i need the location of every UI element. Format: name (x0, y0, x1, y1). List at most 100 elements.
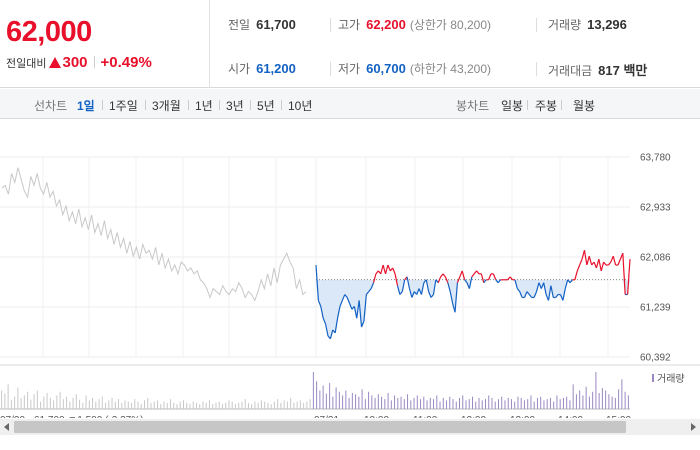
price-segment (600, 261, 605, 272)
price-segment (408, 288, 413, 298)
change-rate: +0.49% (100, 54, 152, 71)
y-axis: 63,780 62,933 62,086 61,239 60,392 (640, 153, 671, 364)
price-segment (468, 276, 473, 289)
x-axis: 07/20 07/21 10:00 11:00 12:00 13:00 14:00 15:0… (0, 415, 631, 418)
price-segment (581, 250, 586, 260)
tab-period-3m[interactable]: 3개월 (152, 99, 181, 113)
price-segment (356, 300, 360, 319)
price-segment (384, 264, 389, 275)
price-segment (365, 291, 370, 295)
divider (281, 100, 282, 110)
price-segment (353, 306, 358, 319)
price-segment (538, 282, 542, 289)
x-tick-label: 15:00 (606, 415, 631, 418)
price-segment (476, 270, 480, 275)
tab-period-1w[interactable]: 1주일 (109, 99, 138, 113)
tab-period-1d[interactable]: 1일 (77, 99, 95, 113)
volume-legend-swatch (652, 374, 654, 382)
price-segment (442, 273, 446, 278)
price-segment (576, 264, 581, 272)
stat-label: 거래대금 (548, 64, 593, 78)
divider (561, 100, 562, 110)
volume-bars: 거래량 (1, 372, 685, 409)
upper-limit: (상한가 80,200) (409, 18, 492, 32)
price-segment (607, 261, 612, 266)
tab-period-1y[interactable]: 1년 (195, 99, 213, 113)
price-segment (612, 256, 617, 266)
price-segment (507, 276, 511, 281)
tab-period-5y[interactable]: 5년 (257, 99, 275, 113)
price-segment (617, 258, 621, 266)
change-amount: 300 (62, 54, 88, 71)
price-segment (324, 323, 329, 336)
price-segment (579, 258, 583, 266)
divider (145, 100, 146, 110)
scrollbar-thumb[interactable] (14, 421, 626, 433)
price-segment (396, 285, 401, 295)
price-segment (322, 317, 327, 325)
price-segment (344, 294, 348, 298)
chart-scrollbar[interactable] (0, 419, 700, 435)
price-segment (447, 282, 451, 292)
price-segment (360, 320, 365, 328)
stat-label: 시가 (228, 62, 251, 76)
price-segment (387, 264, 391, 272)
stat-value: 61,700 (256, 17, 296, 32)
price-segment (555, 294, 559, 298)
x-tick-label: 10:00 (364, 415, 389, 418)
price-segment (543, 282, 547, 295)
stat-high: 고가 62,200 (상한가 80,200) (338, 16, 491, 33)
tab-period-10y[interactable]: 10년 (288, 99, 313, 113)
x-tick-label: 07/21 (314, 415, 339, 418)
stat-value: 62,200 (366, 17, 406, 32)
divider (330, 62, 331, 76)
price-chart: 63,780 62,933 62,086 61,239 60,392 거래량 07/20… (0, 153, 700, 418)
price-segment (610, 255, 614, 263)
change-line: 전일대비 300 +0.49% (6, 54, 152, 71)
price-segment (461, 270, 466, 280)
stat-label: 거래량 (548, 18, 582, 32)
price-segment (533, 291, 538, 298)
y-tick-label: 62,086 (640, 253, 671, 264)
price-segment (375, 270, 379, 275)
x-tick-label: 11:00 (413, 415, 438, 418)
price-segment (588, 256, 593, 266)
price-segment (574, 270, 578, 280)
price-segment (432, 279, 437, 295)
price-segment (622, 253, 626, 295)
price-segment (428, 291, 432, 298)
price-segment (562, 288, 566, 301)
current-price-box: 62,000 전일대비 300 +0.49% (0, 0, 210, 88)
price-segment (456, 276, 461, 283)
tab-period-3y[interactable]: 3년 (226, 99, 244, 113)
prev-day-series (1, 167, 307, 302)
tab-candle-daily[interactable]: 일봉 (501, 99, 524, 113)
price-segment (349, 303, 353, 310)
price-segment (495, 279, 499, 284)
price-segment (392, 267, 396, 275)
stat-value: 60,700 (366, 61, 406, 76)
prev-day-summary: 61,700 ▼1,500 (-2.37%) (34, 415, 143, 418)
tab-candle-monthly[interactable]: 월봉 (573, 99, 596, 113)
chart-grid (0, 156, 700, 410)
price-segment (399, 291, 403, 295)
price-segment (401, 279, 406, 292)
price-segment (564, 279, 569, 289)
price-segment (449, 291, 454, 304)
price-segment (459, 270, 463, 278)
price-segment (454, 282, 459, 313)
stat-volume: 거래량 13,296 (548, 16, 627, 33)
price-segment (514, 279, 518, 289)
y-tick-label: 63,780 (640, 153, 671, 164)
scroll-right-icon[interactable] (691, 423, 696, 431)
tab-candle-weekly[interactable]: 주봉 (535, 99, 558, 113)
price-segment (480, 273, 485, 283)
scroll-left-icon[interactable] (4, 423, 9, 431)
price-segment (509, 276, 514, 281)
lower-limit: (하한가 43,200) (409, 62, 492, 76)
stat-label: 저가 (338, 62, 361, 76)
price-segment (528, 294, 533, 298)
price-segment (334, 318, 339, 334)
price-segment (471, 273, 475, 278)
chart-tab-bar: 선차트 1일 1주일 3개월 1년 3년 5년 10년 봉차트 일봉 주봉 월봉 (0, 89, 700, 119)
